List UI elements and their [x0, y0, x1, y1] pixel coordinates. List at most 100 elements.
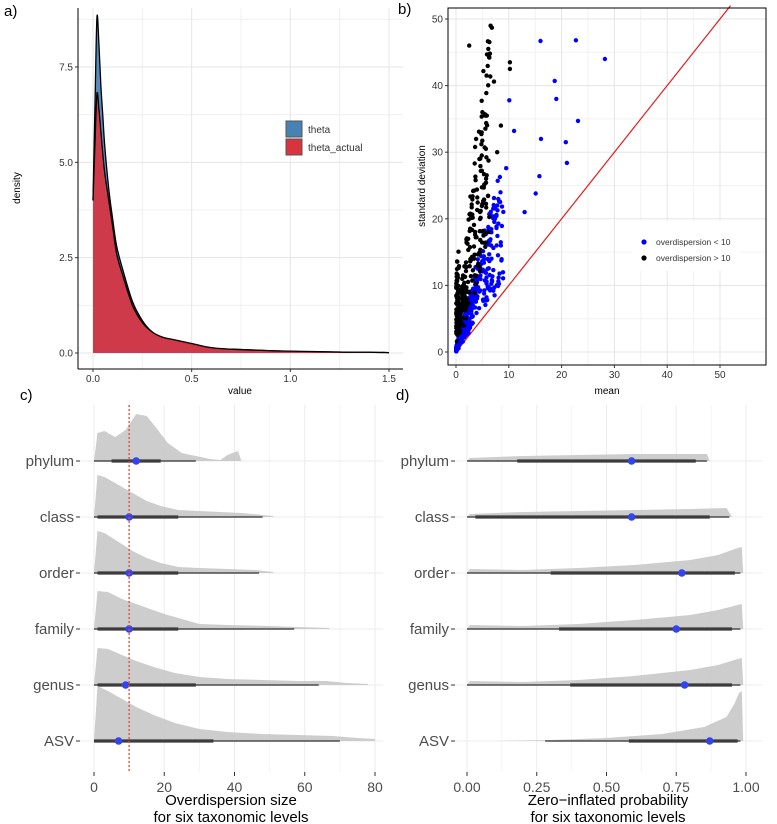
scatter-point	[487, 272, 492, 278]
scatter-point	[488, 237, 493, 242]
x-axis-title-c-line1: Overdispersion size	[165, 792, 297, 809]
scatter-point	[486, 266, 491, 271]
scatter-point	[479, 98, 484, 104]
violin-phylum	[94, 414, 242, 461]
scatter-point	[471, 256, 477, 261]
scatter-point	[467, 325, 473, 330]
scatter-point	[472, 161, 477, 166]
scatter-point	[484, 52, 490, 57]
scatter-point	[456, 249, 461, 254]
scatter-point	[533, 191, 538, 196]
scatter-point	[471, 298, 476, 303]
scatter-point	[485, 193, 491, 199]
scatter-point	[487, 214, 492, 220]
x-tick-label: 0.00	[453, 779, 480, 795]
scatter-point	[464, 236, 469, 241]
category-label-order: order	[414, 565, 449, 582]
scatter-point	[481, 197, 487, 202]
violin-ASV	[494, 691, 744, 741]
x-axis-title-c-line2: for six taxonomic levels	[153, 809, 308, 824]
scatter-point	[486, 46, 491, 52]
scatter-point	[465, 241, 470, 246]
panel-d-label: d)	[396, 387, 409, 404]
scatter-point	[476, 306, 482, 311]
scatter-point	[471, 222, 477, 228]
scatter-point	[492, 293, 497, 298]
scatter-point	[497, 271, 502, 276]
scatter-point	[456, 305, 461, 311]
scatter-point	[456, 264, 462, 269]
scatter-point	[537, 174, 542, 179]
scatter-point	[522, 209, 527, 215]
legend-label-od-lt-10: overdispersion < 10	[656, 237, 731, 247]
scatter-point	[468, 226, 473, 231]
x-axis-title-b: mean	[594, 386, 619, 397]
category-label-phylum: phylum	[401, 453, 449, 470]
scatter-point	[470, 188, 476, 194]
plot-area-b	[448, 8, 766, 365]
category-label-order: order	[39, 565, 74, 582]
scatter-point	[489, 281, 494, 286]
scatter-point	[538, 136, 544, 142]
scatter-point	[483, 176, 489, 181]
scatter-point	[500, 270, 506, 275]
scatter-point	[480, 138, 485, 143]
scatter-point	[495, 208, 500, 213]
violin-genus	[94, 648, 368, 685]
x-tick-label: 20	[156, 779, 172, 795]
x-axis-title-d-line2: for six taxonomic levels	[530, 809, 685, 824]
legend-a: theta theta_actual	[285, 120, 363, 156]
x-axis-title-a: value	[228, 386, 252, 397]
scatter-point	[489, 256, 494, 261]
scatter-point	[498, 243, 504, 248]
scatter-point	[454, 324, 459, 329]
scatter-point	[500, 276, 506, 281]
y-tick-label: 10	[432, 281, 444, 292]
x-tick-label: 30	[609, 370, 621, 381]
scatter-point	[499, 257, 504, 262]
scatter-point	[479, 114, 484, 119]
scatter-point	[468, 274, 474, 279]
violin-phylum	[467, 454, 710, 461]
scatter-point	[478, 215, 483, 220]
panel-b-scatter: b) 0 10 20 30 40 50 0 10 20 30 40 50 mean standard …	[398, 1, 767, 397]
scatter-point	[507, 60, 513, 65]
x-tick-label: 0.25	[523, 779, 550, 795]
scatter-point	[460, 299, 465, 304]
scatter-point	[483, 126, 488, 131]
x-tick-label: 20	[556, 370, 568, 381]
scatter-point	[507, 98, 512, 103]
scatter-point	[472, 290, 477, 296]
scatter-point	[538, 38, 543, 44]
scatter-point	[467, 43, 472, 48]
scatter-point	[476, 261, 481, 266]
scatter-point	[495, 203, 500, 208]
scatter-point	[472, 252, 477, 257]
median-point-class	[627, 513, 636, 521]
scatter-point	[489, 25, 495, 30]
legend-swatch-theta	[285, 120, 303, 138]
x-tick-label: 0	[90, 779, 98, 795]
scatter-point	[455, 277, 460, 282]
scatter-point	[455, 286, 460, 291]
x-tick-label: 80	[367, 779, 383, 795]
scatter-point	[474, 187, 480, 192]
scatter-point	[494, 224, 499, 229]
median-point-ASV	[705, 737, 714, 745]
x-tick-label: 0.5	[185, 374, 199, 385]
scatter-point	[491, 195, 497, 201]
scatter-point	[496, 279, 501, 284]
scatter-point	[469, 202, 474, 207]
scatter-point	[470, 278, 475, 283]
scatter-point	[602, 56, 608, 62]
scatter-point	[459, 284, 465, 289]
category-label-genus: genus	[33, 677, 74, 694]
violin-order	[94, 531, 274, 573]
scatter-point	[486, 229, 491, 235]
scatter-point	[461, 289, 466, 294]
scatter-point	[481, 185, 486, 190]
legend-b-bg	[632, 221, 740, 271]
violin-family	[467, 604, 744, 629]
scatter-point	[488, 74, 493, 79]
median-point-order	[678, 569, 686, 577]
